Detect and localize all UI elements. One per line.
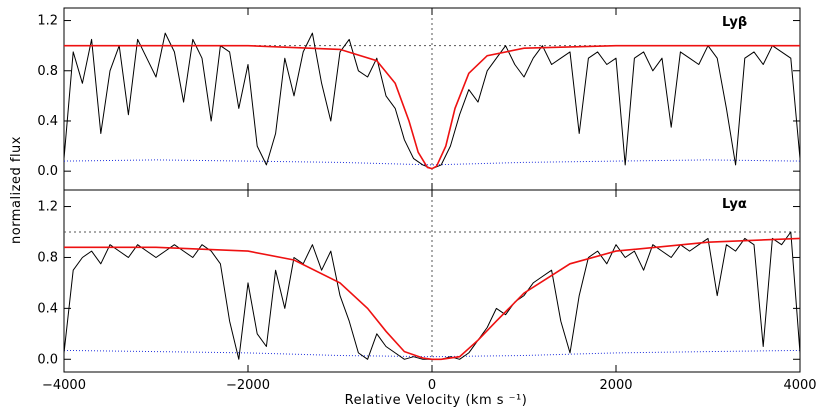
x-tick-labels: −4000 −2000 0 2000 4000 — [42, 378, 817, 393]
lybeta-y-tick-label: 0.8 — [37, 64, 58, 79]
lyalpha-fit-series — [64, 237, 801, 361]
x-tick-label: −2000 — [226, 378, 270, 393]
lybeta-y-tick-label: 0.4 — [37, 114, 58, 129]
lybeta-y-tick-label: 1.2 — [37, 14, 58, 29]
lyalpha-y-tick-label: 0.8 — [37, 250, 58, 265]
y-axis-title: normalized flux — [9, 136, 24, 244]
x-tick-label: 2000 — [599, 378, 632, 393]
lybeta-panel: 0.0 0.4 0.8 1.2 Lyβ — [37, 7, 801, 191]
lyalpha-y-tick-label: 1.2 — [37, 200, 58, 215]
x-axis-title: Relative Velocity (km s ⁻¹) — [345, 393, 528, 408]
lybeta-y-tick-label: 0.0 — [37, 164, 58, 179]
lybeta-line-label: Lyβ — [722, 15, 747, 30]
lyalpha-line-label: Lyα — [722, 197, 747, 212]
lybeta-fit-series — [64, 44, 800, 170]
lyalpha-y-tick-label: 0.4 — [37, 301, 58, 316]
lyalpha-panel: 0.0 0.4 0.8 1.2 Lyα — [37, 189, 801, 373]
x-tick-label: −4000 — [42, 378, 86, 393]
x-tick-label: 0 — [428, 378, 436, 393]
x-tick-label: 4000 — [783, 378, 816, 393]
lyalpha-y-tick-label: 0.0 — [37, 352, 58, 367]
